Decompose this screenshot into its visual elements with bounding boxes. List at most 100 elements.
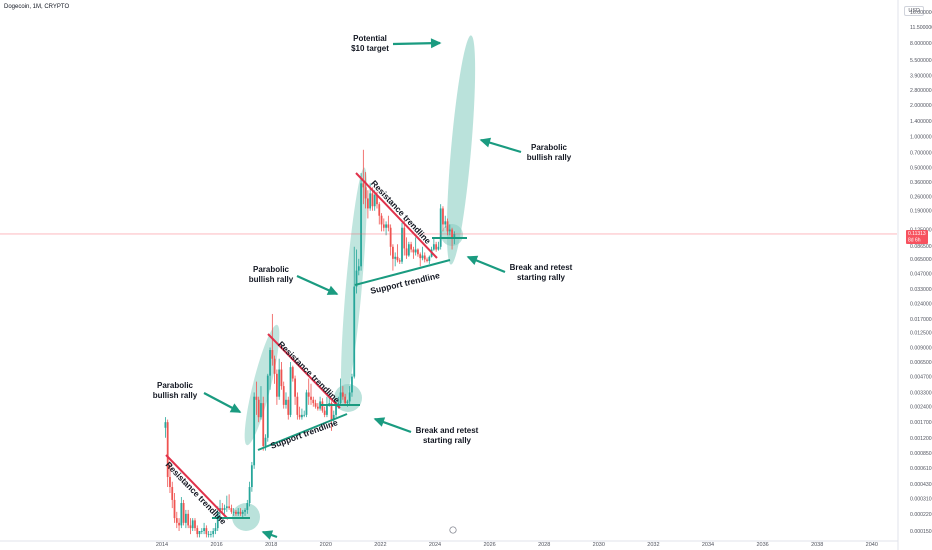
- annotation-arrowhead: [229, 403, 242, 413]
- annotation-text-line: bullish rally: [153, 391, 198, 400]
- candle-body: [387, 224, 390, 228]
- annotation-text-line: bullish rally: [527, 153, 572, 162]
- annotation-text-line: Parabolic: [253, 265, 290, 274]
- candle-body: [357, 266, 360, 271]
- candle-body: [178, 522, 180, 526]
- candle-body: [332, 414, 335, 420]
- y-tick-label: 8.000000: [910, 41, 932, 47]
- y-tick-label: 5.500000: [910, 58, 932, 64]
- candle-body: [405, 248, 408, 256]
- candle-body: [301, 414, 303, 418]
- y-tick-label: 1.000000: [910, 134, 932, 140]
- annotation-label: Support trendline: [369, 270, 441, 296]
- y-tick-label: 2.000000: [910, 103, 932, 109]
- candle-body: [296, 396, 299, 415]
- x-tick-label: 2030: [593, 542, 605, 548]
- annotation-label: Support trendline: [269, 417, 339, 451]
- candle-body: [214, 528, 217, 531]
- candle-body: [271, 350, 274, 359]
- candle-body: [385, 224, 387, 228]
- currency-button[interactable]: USD: [904, 6, 924, 16]
- annotation-text-line: $10 target: [351, 44, 389, 53]
- annotation-arrowhead: [261, 530, 274, 540]
- x-tick-label: 2022: [374, 542, 386, 548]
- candle-body: [432, 244, 435, 250]
- y-tick-label: 0.047000: [910, 271, 932, 277]
- candle-body: [401, 227, 403, 262]
- y-tick-label: 0.000610: [910, 466, 932, 472]
- candle-body: [380, 215, 383, 225]
- candle-body: [169, 477, 171, 488]
- y-tick-label: 0.000430: [910, 482, 932, 488]
- candle-body: [392, 246, 394, 259]
- candle-body: [198, 531, 201, 535]
- candle-body: [371, 193, 374, 207]
- candle-body: [348, 392, 351, 402]
- y-tick-label: 0.002400: [910, 405, 932, 411]
- support-trendline: [354, 259, 451, 286]
- annotation-arrowhead: [326, 285, 339, 295]
- candle-body: [389, 227, 392, 247]
- candle-body: [312, 399, 315, 404]
- candle-body: [330, 403, 333, 420]
- y-tick-label: 0.700000: [910, 150, 932, 156]
- candle-body: [173, 499, 176, 519]
- current-price-value: 0.11313: [908, 231, 926, 237]
- candle-body: [239, 511, 242, 514]
- candle-body: [316, 406, 319, 409]
- candle-body: [448, 229, 451, 232]
- y-tick-label: 0.000150: [910, 529, 932, 535]
- x-tick-label: 2038: [811, 542, 823, 548]
- candle-body: [223, 508, 226, 510]
- candle-body: [442, 208, 444, 225]
- y-tick-label: 1.400000: [910, 119, 932, 125]
- rally-highlight: [446, 35, 476, 265]
- candle-body: [230, 508, 233, 512]
- candle-body: [310, 396, 312, 400]
- candle-body: [264, 437, 267, 446]
- symbol-header: Dogecoin, 1M, CRYPTO: [4, 4, 70, 10]
- candle-body: [369, 193, 372, 209]
- candle-body: [180, 503, 183, 526]
- candle-body: [403, 227, 406, 249]
- candle-body: [255, 396, 258, 400]
- candle-body: [439, 208, 442, 247]
- candle-body: [282, 386, 285, 405]
- candle-body: [216, 511, 219, 529]
- y-tick-label: 0.033000: [910, 287, 932, 293]
- y-tick-label: 0.024000: [910, 301, 932, 307]
- candle-body: [275, 373, 278, 397]
- candle-body: [394, 256, 397, 259]
- candle-body: [410, 244, 413, 250]
- candle-body: [182, 503, 185, 523]
- x-tick-label: 2034: [702, 542, 714, 548]
- x-tick-label: 2016: [210, 542, 222, 548]
- candle-body: [194, 520, 196, 529]
- candle-body: [346, 401, 349, 404]
- x-tick-label: 2018: [265, 542, 277, 548]
- candle-body: [257, 399, 260, 418]
- x-tick-label: 2036: [756, 542, 768, 548]
- y-tick-label: 0.000220: [910, 512, 932, 518]
- candle-body: [235, 511, 237, 514]
- y-tick-label: 0.017000: [910, 317, 932, 323]
- candle-body: [237, 511, 240, 514]
- candle-body: [298, 414, 301, 418]
- y-tick-label: 0.000850: [910, 451, 932, 457]
- candle-body: [407, 244, 410, 256]
- resistance-trendline: [165, 454, 229, 520]
- annotation-text-line: Support trendline: [269, 417, 339, 451]
- candle-body: [419, 254, 422, 259]
- candle-body: [426, 259, 428, 261]
- candle-body: [221, 508, 224, 510]
- annotation-arrowhead: [430, 38, 442, 49]
- candle-body: [189, 525, 192, 529]
- candle-body: [351, 376, 353, 393]
- candle-body: [339, 392, 342, 404]
- current-price-countdown: 8d 6h: [908, 237, 921, 243]
- candle-body: [253, 396, 256, 466]
- candle-body: [421, 255, 424, 259]
- resistance-trendline: [355, 172, 438, 259]
